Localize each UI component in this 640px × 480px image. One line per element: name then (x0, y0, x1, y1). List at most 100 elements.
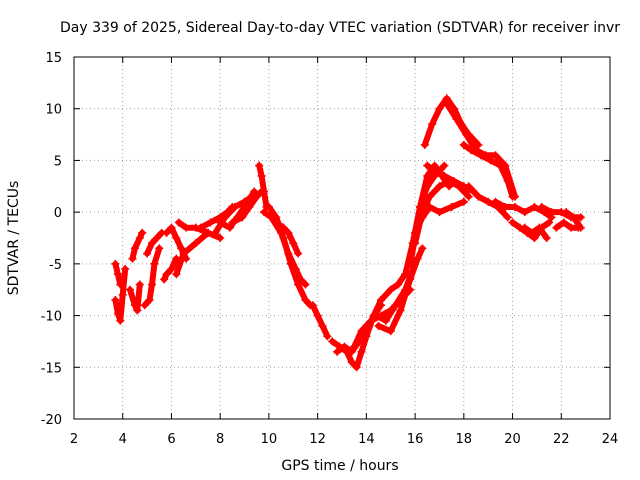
plot-frame (73, 56, 611, 420)
plot-area (111, 94, 585, 372)
data-point (204, 228, 212, 237)
series-arc-34 (491, 197, 556, 222)
x-tick-label: 10 (261, 432, 278, 447)
data-point (440, 171, 449, 180)
data-point (510, 192, 519, 201)
data-point (155, 244, 164, 253)
data-point (462, 130, 471, 139)
series-arc-36 (520, 223, 551, 242)
x-tick-label: 8 (216, 432, 224, 447)
data-point (111, 259, 120, 268)
data-point (576, 223, 585, 232)
data-point (396, 306, 405, 315)
data-point (520, 208, 529, 217)
data-point (152, 234, 161, 242)
data-point (191, 239, 200, 248)
data-point (435, 182, 444, 191)
y-tick-label: 5 (54, 154, 62, 169)
data-point (135, 234, 144, 242)
series-arc-1 (111, 265, 130, 325)
series-line (334, 271, 409, 355)
data-point (294, 249, 303, 258)
x-tick-label: 24 (602, 432, 619, 447)
data-point (289, 239, 298, 248)
data-point (357, 347, 366, 356)
data-point (484, 197, 493, 206)
series-line (173, 229, 211, 278)
data-point (145, 296, 154, 305)
data-point (510, 202, 519, 211)
data-point (381, 316, 390, 325)
data-point (430, 166, 439, 175)
x-tick-label: 20 (504, 432, 521, 447)
series-arc-3 (126, 280, 144, 315)
data-point (420, 140, 429, 149)
data-point (347, 358, 356, 367)
data-point (167, 265, 176, 274)
data-point (130, 301, 139, 310)
data-point (394, 280, 403, 289)
data-point (313, 311, 322, 320)
x-tick-label: 22 (553, 432, 570, 447)
x-tick-label: 16 (407, 432, 424, 447)
data-point (362, 321, 371, 330)
data-point (116, 280, 125, 289)
data-point (386, 327, 395, 336)
series-arc-5 (140, 244, 164, 310)
data-point (230, 202, 239, 211)
data-point (340, 342, 349, 351)
data-point (501, 161, 510, 170)
data-point (216, 234, 225, 242)
series-line (412, 198, 467, 236)
data-point (435, 104, 444, 113)
series-line (129, 229, 146, 262)
data-point (138, 228, 147, 237)
data-point (472, 146, 480, 155)
series-arc-18 (272, 218, 303, 258)
data-point (118, 290, 127, 299)
series-arc-13 (216, 187, 259, 232)
y-tick-label: 10 (45, 103, 62, 118)
data-point (428, 120, 437, 129)
data-point (264, 202, 273, 211)
data-point (423, 161, 432, 170)
data-point (301, 280, 310, 289)
data-point (126, 285, 135, 294)
data-point (440, 161, 449, 170)
data-point (501, 202, 510, 211)
series-line (443, 100, 518, 200)
data-point (411, 239, 420, 248)
data-point (177, 244, 186, 253)
data-point (542, 234, 551, 242)
data-point (172, 270, 181, 279)
data-point (252, 192, 261, 201)
x-tick-label: 12 (309, 432, 326, 447)
data-point (167, 223, 176, 232)
series-arc-24 (374, 254, 422, 336)
data-point (279, 223, 288, 232)
data-point (530, 202, 539, 211)
data-point (172, 234, 181, 242)
data-point (401, 270, 410, 279)
data-point (221, 213, 230, 222)
data-point (491, 197, 500, 206)
series-line (144, 229, 165, 257)
data-point (386, 285, 395, 294)
data-point (391, 301, 400, 310)
data-point (352, 363, 361, 372)
data-point (260, 187, 269, 196)
data-point (559, 218, 568, 227)
data-point (133, 306, 142, 315)
data-point (196, 223, 205, 232)
data-point (562, 208, 571, 217)
data-point (162, 228, 171, 237)
x-tick-label: 14 (358, 432, 375, 447)
data-point (350, 342, 359, 351)
series-arc-7 (160, 254, 181, 284)
data-point (150, 259, 159, 268)
data-point (503, 213, 512, 222)
data-point (425, 192, 434, 201)
data-point (272, 218, 281, 227)
data-point (121, 265, 130, 274)
series-arc-38 (552, 218, 583, 232)
